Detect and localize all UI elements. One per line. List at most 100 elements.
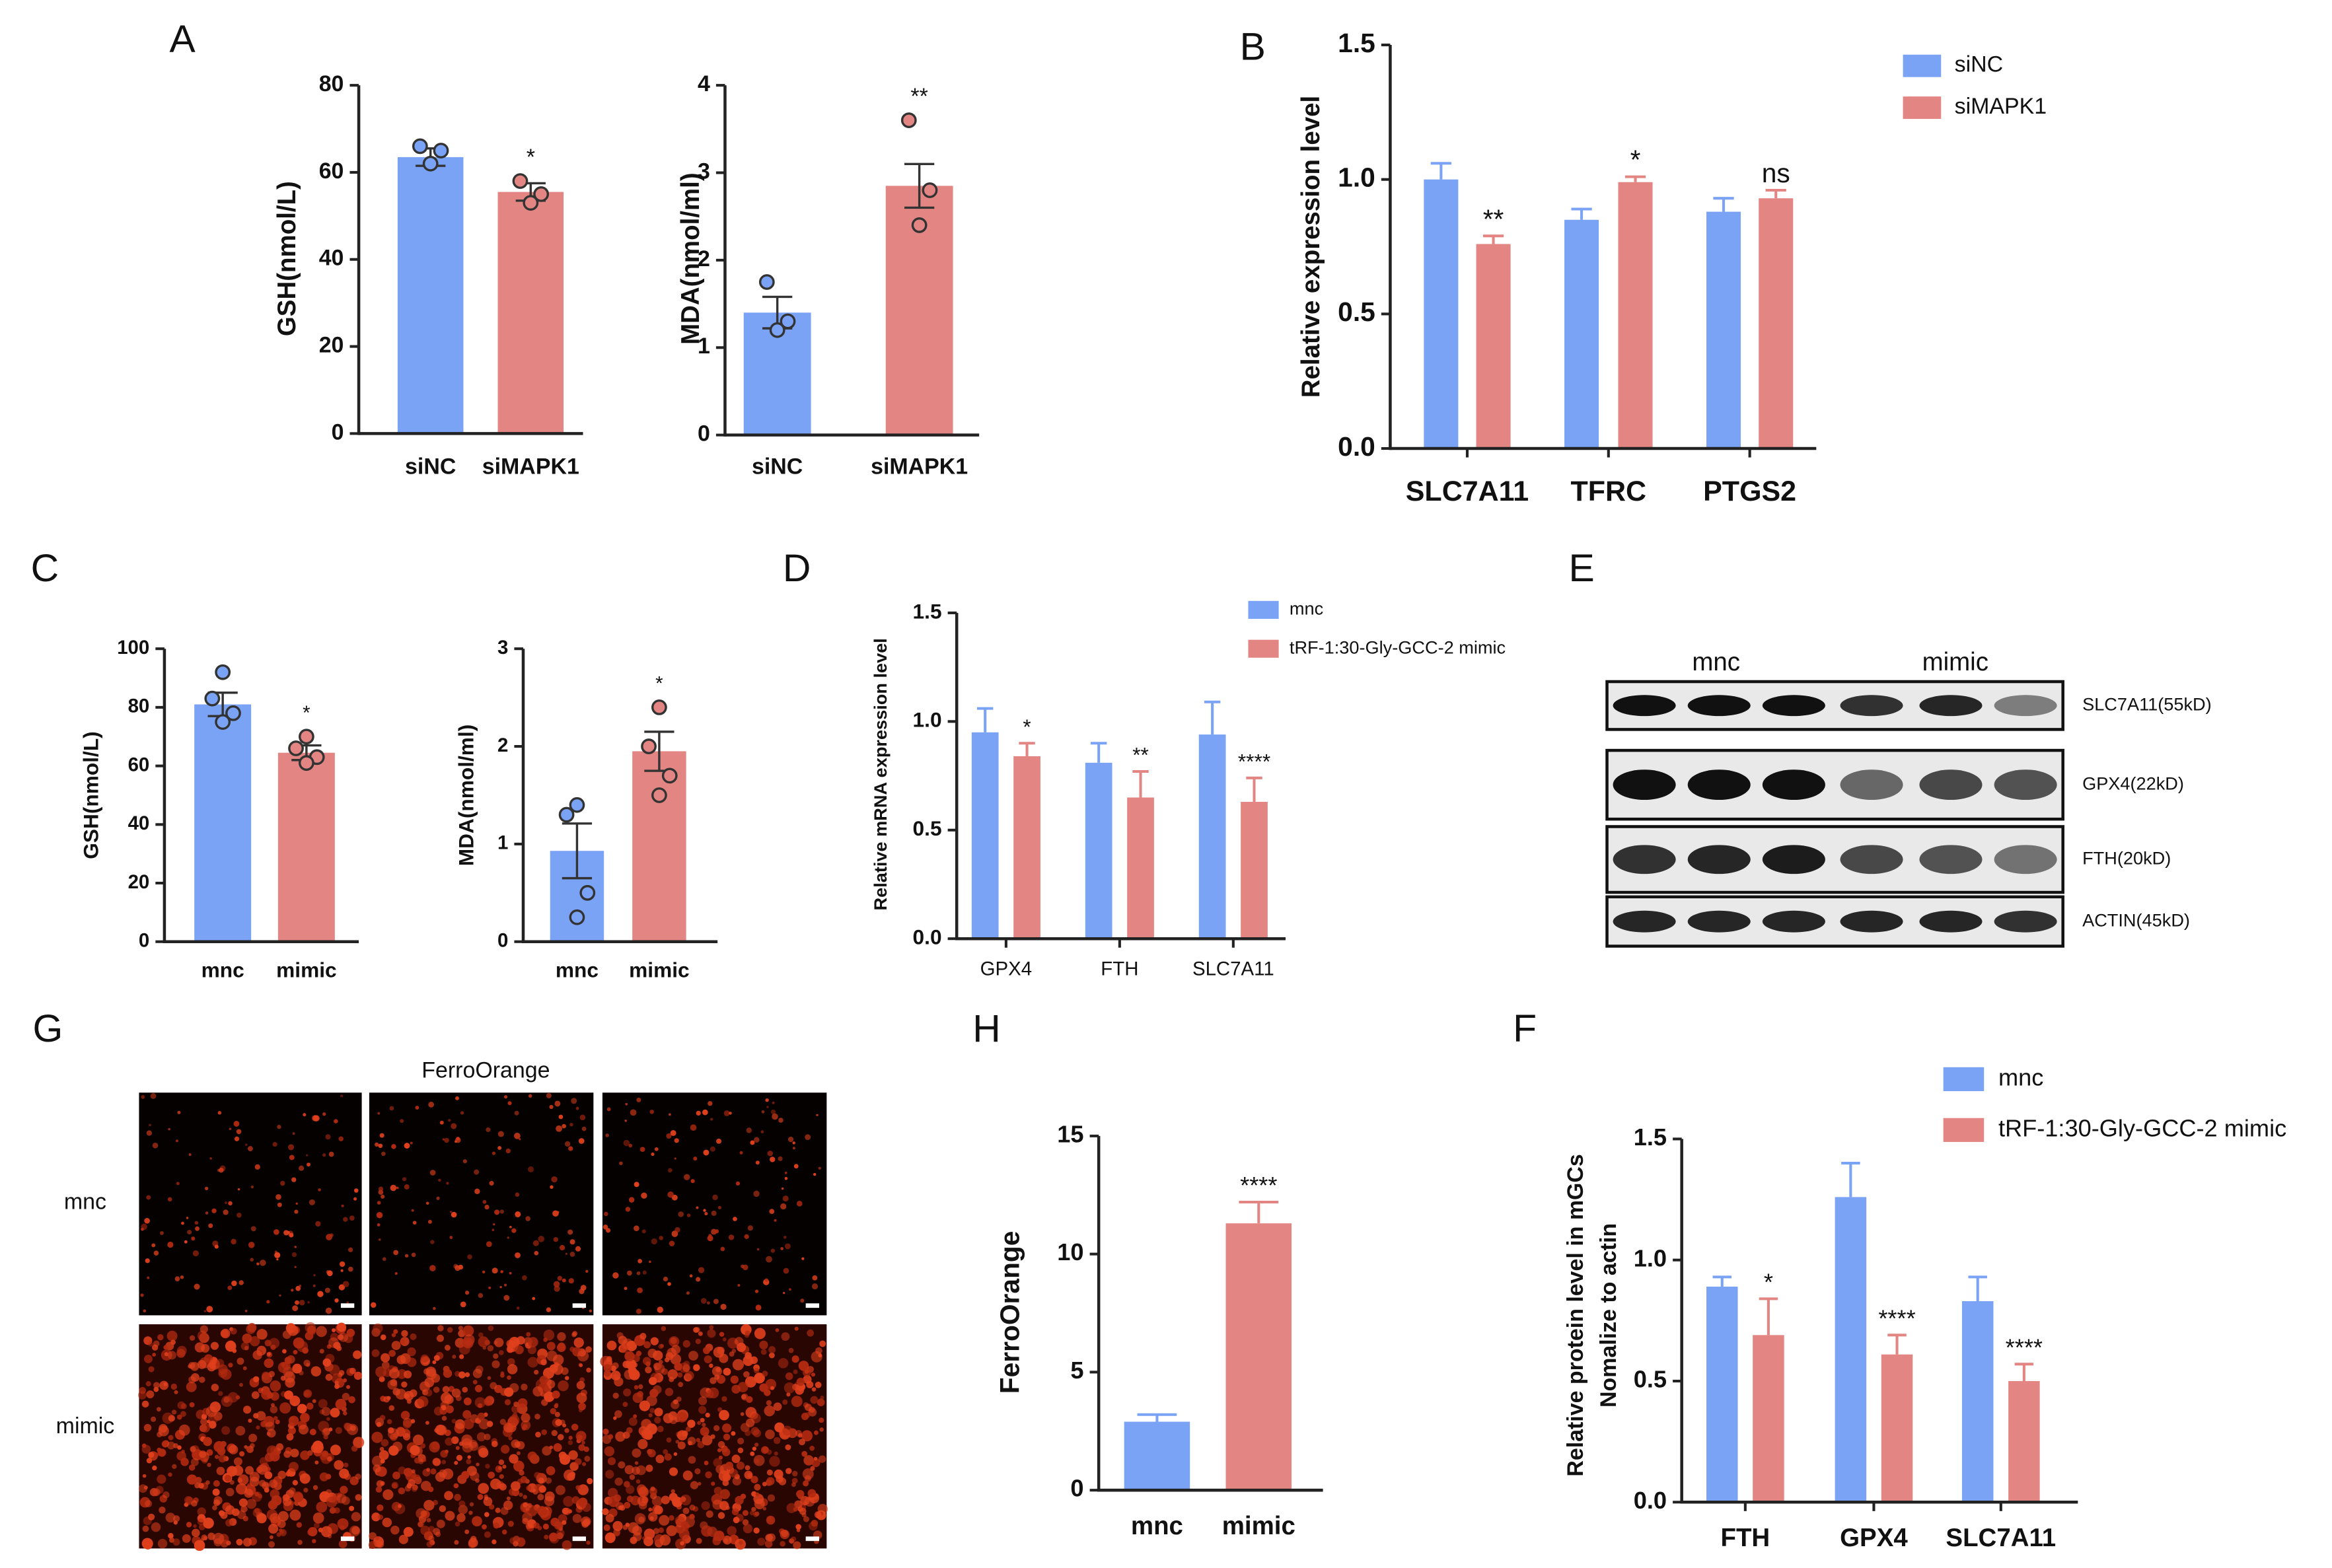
fluorescence-spot [766, 1106, 769, 1108]
fluorescence-spot [474, 1188, 480, 1194]
fluorescence-spot [555, 1419, 562, 1427]
fluorescence-spot [441, 1392, 452, 1404]
fluorescence-spot [488, 1325, 494, 1332]
data-point [288, 740, 304, 756]
fluorescence-spot [767, 1494, 776, 1502]
fluorescence-spot [507, 1520, 514, 1527]
fluorescence-spot [403, 1526, 414, 1537]
fluorescence-spot [706, 1390, 714, 1399]
fluorescence-spot [572, 1331, 578, 1336]
fluorescence-spot [483, 1497, 493, 1507]
fluorescence-spot [206, 1306, 213, 1313]
fluorescence-spot [575, 1106, 579, 1110]
fluorescence-spot [165, 1513, 176, 1523]
fluorescence-spot [669, 1467, 678, 1476]
fluorescence-spot [567, 1509, 573, 1514]
fluorescence-spot [693, 1364, 700, 1371]
significance: * [527, 145, 535, 170]
fluorescence-spot [641, 1192, 647, 1199]
fluorescence-spot [519, 1138, 521, 1141]
fluorescence-spot [820, 1395, 824, 1400]
blot-band [1762, 695, 1825, 717]
fluorescence-spot [336, 1345, 342, 1351]
fluorescence-spot [478, 1445, 488, 1456]
fluorescence-spot [316, 1326, 327, 1337]
fluorescence-spot [141, 1223, 147, 1230]
fluorescence-spot [231, 1280, 237, 1287]
x-tick-label: mimic [1222, 1512, 1295, 1540]
fluorescence-spot [328, 1270, 332, 1273]
fluorescence-spot [772, 1101, 775, 1104]
fluorescence-spot [721, 1448, 731, 1456]
fluorescence-spot [200, 1325, 208, 1334]
fluorescence-spot [312, 1399, 316, 1404]
fluorescence-spot [696, 1206, 699, 1209]
fluorescence-spot [723, 1433, 731, 1441]
fluorescence-spot [774, 1219, 777, 1222]
fluorescence-spot [562, 1123, 566, 1129]
fluorescence-spot [745, 1418, 755, 1427]
data-point [911, 217, 928, 233]
y-axis-label: Relative protein level in mGCs [1563, 1154, 1588, 1476]
fluorescence-spot [382, 1257, 386, 1262]
data-point [225, 705, 241, 721]
fluorescence-spot [558, 1380, 569, 1392]
fluorescence-spot [714, 1374, 720, 1380]
fluorescence-spot [581, 1441, 585, 1445]
bar [1198, 734, 1226, 939]
fluorescence-spot [585, 1346, 592, 1353]
fluorescence-spot [669, 1515, 674, 1521]
fluorescence-spot [666, 1525, 677, 1536]
significance: ** [910, 84, 928, 109]
fluorescence-spot [410, 1445, 420, 1456]
fluorescence-spot [478, 1418, 490, 1430]
fluorescence-spot [472, 1380, 478, 1384]
fluorescence-spot [639, 1147, 645, 1153]
fluorescence-spot [578, 1138, 585, 1144]
fluorescence-spot [690, 1481, 699, 1489]
fluorescence-spot [754, 1499, 765, 1510]
fluorescence-spot [709, 1325, 714, 1330]
fluorescence-spot [638, 1439, 648, 1449]
fluorescence-spot [540, 1359, 547, 1366]
fluorescence-spot [605, 1133, 609, 1137]
fluorescence-spot [200, 1423, 211, 1433]
fluorescence-spot [303, 1113, 307, 1117]
fluorescence-spot [801, 1450, 808, 1457]
fluorescence-spot [410, 1333, 417, 1340]
fluorescence-spot [527, 1451, 538, 1461]
fluorescence-spot [418, 1522, 423, 1527]
fluorescence-spot [792, 1470, 798, 1477]
fluorescence-spot [279, 1529, 285, 1534]
fluorescence-spot [451, 1436, 459, 1444]
fluorescence-spot [442, 1138, 445, 1141]
fluorescence-spot [380, 1334, 386, 1341]
fluorescence-spot [166, 1330, 178, 1341]
blot-band [1919, 910, 1983, 933]
fluorescence-spot [602, 1428, 609, 1435]
fluorescence-spot [143, 1485, 148, 1490]
fluorescence-spot [342, 1392, 350, 1401]
fluorescence-spot [190, 1458, 199, 1466]
fluorescence-spot [538, 1236, 544, 1242]
fluorescence-spot [737, 1437, 745, 1444]
fluorescence-spot [690, 1179, 695, 1184]
fluorescence-spot [610, 1365, 616, 1372]
fluorescence-spot [619, 1161, 623, 1166]
fluorescence-spot [452, 1355, 456, 1359]
fluorescence-spot [353, 1371, 363, 1380]
fluorescence-spot [371, 1512, 381, 1522]
fluorescence-spot [677, 1441, 686, 1450]
fluorescence-spot [688, 1456, 696, 1464]
fluorescence-spot [214, 1244, 219, 1249]
fluorescence-spot [710, 1377, 717, 1384]
fluorescence-spot [492, 1360, 500, 1369]
fluorescence-spot [579, 1363, 583, 1367]
fluorescence-spot [754, 1372, 765, 1384]
fluorescence-spot [159, 1380, 169, 1390]
fluorescence-spot [197, 1507, 206, 1516]
fluorescence-spot [778, 1358, 789, 1369]
fluorescence-spot [668, 1113, 671, 1116]
fluorescence-spot [182, 1534, 191, 1543]
